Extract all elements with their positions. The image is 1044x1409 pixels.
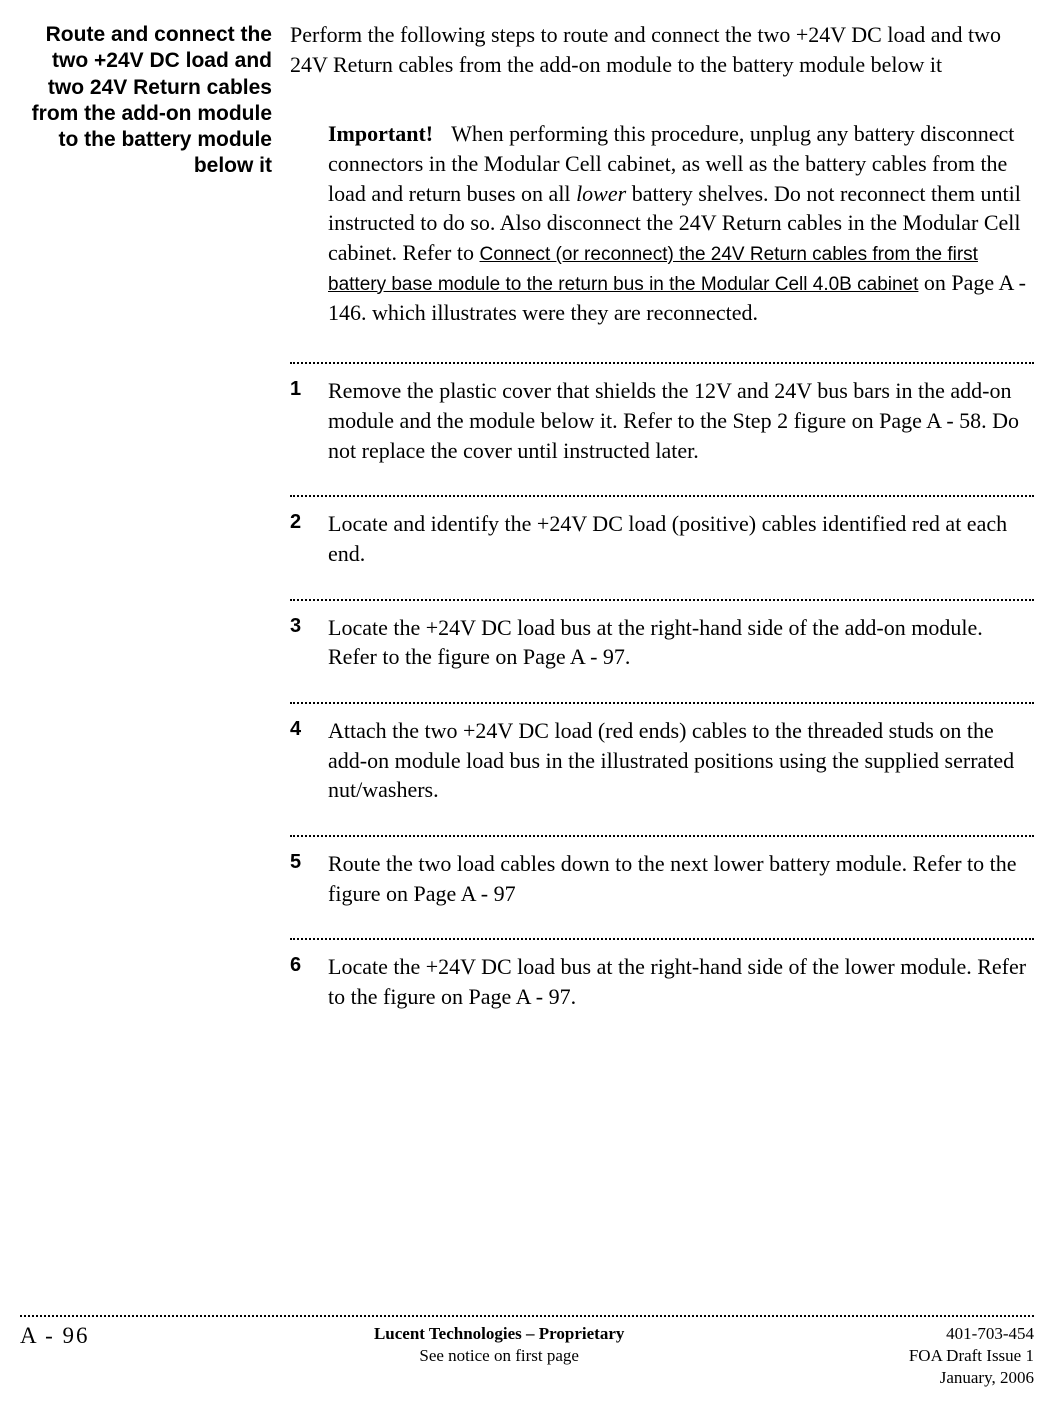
step-text: Locate the +24V DC load bus at the right… (328, 613, 1034, 672)
step-text: Remove the plastic cover that shields th… (328, 376, 1034, 465)
footer-divider (20, 1315, 1034, 1317)
doc-number: 401-703-454 (946, 1324, 1034, 1343)
step-text: Locate and identify the +24V DC load (po… (328, 509, 1034, 568)
step-text: Attach the two +24V DC load (red ends) c… (328, 716, 1034, 805)
step-divider (290, 599, 1034, 601)
step-item: 6 Locate the +24V DC load bus at the rig… (290, 952, 1034, 1011)
step-text: Locate the +24V DC load bus at the right… (328, 952, 1034, 1011)
issue-label: FOA Draft Issue 1 (909, 1346, 1034, 1365)
step-number: 1 (290, 376, 328, 401)
step-item: 1 Remove the plastic cover that shields … (290, 376, 1034, 465)
step-number: 4 (290, 716, 328, 741)
step-item: 5 Route the two load cables down to the … (290, 849, 1034, 908)
step-number: 3 (290, 613, 328, 638)
step-divider (290, 362, 1034, 364)
step-divider (290, 702, 1034, 704)
step-item: 4 Attach the two +24V DC load (red ends)… (290, 716, 1034, 805)
step-number: 2 (290, 509, 328, 534)
step-divider (290, 835, 1034, 837)
step-number: 6 (290, 952, 328, 977)
page-footer: A - 96 Lucent Technologies – Proprietary… (20, 1323, 1034, 1389)
see-notice: See notice on first page (419, 1346, 579, 1365)
page-number: A - 96 (20, 1323, 90, 1349)
footer-center: Lucent Technologies – Proprietary See no… (374, 1323, 624, 1367)
proprietary-notice: Lucent Technologies – Proprietary (374, 1324, 624, 1343)
section-side-heading: Route and connect the two +24V DC load a… (20, 20, 290, 180)
intro-paragraph: Perform the following steps to route and… (290, 20, 1034, 79)
step-text: Route the two load cables down to the ne… (328, 849, 1034, 908)
footer-right: 401-703-454 FOA Draft Issue 1 January, 2… (909, 1323, 1034, 1389)
main-column: Perform the following steps to route and… (290, 20, 1034, 1012)
date-label: January, 2006 (940, 1368, 1034, 1387)
step-item: 3 Locate the +24V DC load bus at the rig… (290, 613, 1034, 672)
important-text-italic: lower (576, 181, 626, 206)
step-divider (290, 495, 1034, 497)
important-note: Important!When performing this procedure… (290, 119, 1034, 327)
important-label: Important! (328, 121, 433, 146)
step-item: 2 Locate and identify the +24V DC load (… (290, 509, 1034, 568)
step-number: 5 (290, 849, 328, 874)
step-divider (290, 938, 1034, 940)
